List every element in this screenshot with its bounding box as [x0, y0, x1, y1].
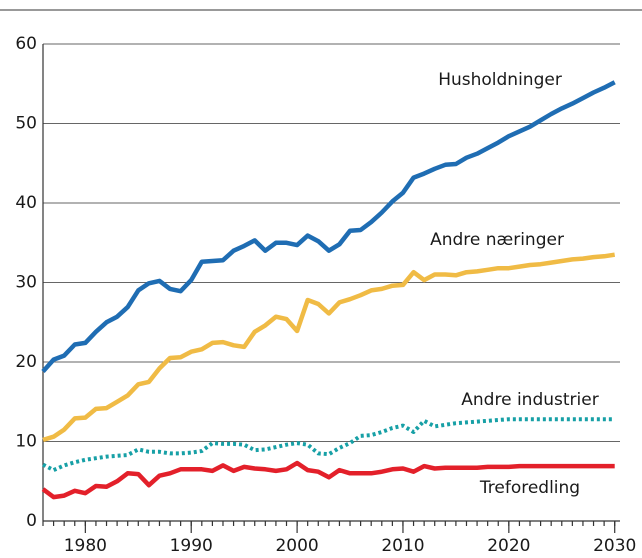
y-tick-label: 0 — [26, 511, 37, 531]
y-tick-label: 50 — [15, 114, 37, 134]
x-tick-label: 1980 — [64, 536, 107, 556]
y-tick-label: 40 — [15, 193, 37, 213]
x-tick-label: 2030 — [593, 536, 636, 556]
series-label: Andre næringer — [430, 230, 564, 250]
x-tick-label: 2020 — [487, 536, 530, 556]
series-line — [42, 417, 615, 473]
y-tick-label: 60 — [15, 34, 37, 54]
x-tick-label: 1990 — [170, 536, 213, 556]
y-tick-label: 20 — [15, 352, 37, 372]
series-line — [41, 460, 615, 500]
series-label: Husholdninger — [438, 70, 562, 90]
series-line — [42, 252, 616, 443]
series-line — [41, 80, 616, 373]
x-tick-label: 2000 — [275, 536, 318, 556]
y-tick-label: 10 — [15, 432, 37, 452]
series-label: Andre industrier — [461, 390, 598, 410]
x-tick-label: 2010 — [381, 536, 424, 556]
series-label: Treforedling — [479, 478, 580, 498]
y-tick-label: 30 — [15, 273, 37, 293]
